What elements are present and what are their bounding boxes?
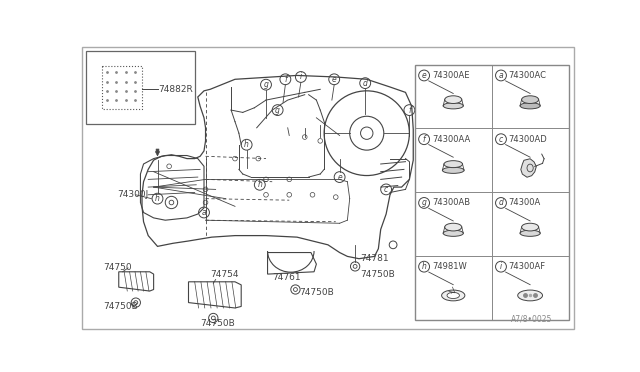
Text: 74761: 74761 <box>272 273 301 282</box>
Text: 74750B: 74750B <box>360 270 396 279</box>
Text: 74781: 74781 <box>360 254 389 263</box>
Text: h: h <box>155 194 160 203</box>
Text: 74300AD: 74300AD <box>509 135 547 144</box>
Text: a: a <box>202 208 206 217</box>
Text: c: c <box>499 135 503 144</box>
Text: 74750B: 74750B <box>300 288 334 297</box>
Ellipse shape <box>445 96 462 103</box>
Circle shape <box>318 139 323 143</box>
Text: i: i <box>300 73 302 81</box>
Text: a: a <box>499 71 503 80</box>
Circle shape <box>287 177 292 182</box>
Ellipse shape <box>443 103 463 109</box>
Text: A7/8•0025: A7/8•0025 <box>511 314 553 323</box>
Text: d: d <box>363 78 367 88</box>
Text: e: e <box>337 173 342 182</box>
Text: 74750B: 74750B <box>200 319 235 328</box>
Text: h: h <box>257 180 262 189</box>
Ellipse shape <box>520 230 540 236</box>
Bar <box>415 65 568 320</box>
Circle shape <box>264 177 268 182</box>
Ellipse shape <box>445 223 462 231</box>
Circle shape <box>167 164 172 169</box>
Text: 74750: 74750 <box>103 263 132 272</box>
Bar <box>102 66 142 109</box>
Ellipse shape <box>442 290 465 301</box>
Text: 74300AC: 74300AC <box>509 71 547 80</box>
Circle shape <box>233 156 237 161</box>
Text: e: e <box>332 75 337 84</box>
Circle shape <box>303 135 307 140</box>
Ellipse shape <box>444 161 463 168</box>
Text: g: g <box>264 80 268 89</box>
Text: f: f <box>408 106 411 115</box>
Text: 74300A: 74300A <box>509 198 541 208</box>
Text: 74300AA: 74300AA <box>432 135 470 144</box>
Text: i: i <box>500 262 502 271</box>
Text: d: d <box>499 198 504 208</box>
Circle shape <box>204 200 208 205</box>
Text: f: f <box>284 75 287 84</box>
Text: 74981W: 74981W <box>432 262 467 271</box>
Ellipse shape <box>442 167 464 173</box>
Circle shape <box>264 192 268 197</box>
Text: 74300AB: 74300AB <box>432 198 470 208</box>
Ellipse shape <box>518 290 543 301</box>
Text: h: h <box>244 140 249 149</box>
Text: 74750B: 74750B <box>103 302 138 311</box>
Circle shape <box>204 187 208 192</box>
Text: g: g <box>275 106 280 115</box>
Polygon shape <box>521 159 536 177</box>
Text: 74300J: 74300J <box>117 190 148 199</box>
Ellipse shape <box>522 96 539 103</box>
Ellipse shape <box>520 103 540 109</box>
Ellipse shape <box>522 223 539 231</box>
Ellipse shape <box>443 230 463 236</box>
Circle shape <box>310 192 315 197</box>
Text: 74882R: 74882R <box>158 85 193 94</box>
Bar <box>86 51 195 124</box>
Text: e: e <box>422 71 426 80</box>
Text: 74754: 74754 <box>210 270 239 279</box>
Text: c: c <box>384 185 388 194</box>
Circle shape <box>333 195 338 199</box>
Text: 74300AE: 74300AE <box>432 71 469 80</box>
Text: h: h <box>422 262 426 271</box>
Text: 74300AF: 74300AF <box>509 262 546 271</box>
Circle shape <box>256 156 260 161</box>
Text: g: g <box>422 198 426 208</box>
Text: f: f <box>423 135 426 144</box>
Circle shape <box>287 192 292 197</box>
Ellipse shape <box>447 292 460 299</box>
